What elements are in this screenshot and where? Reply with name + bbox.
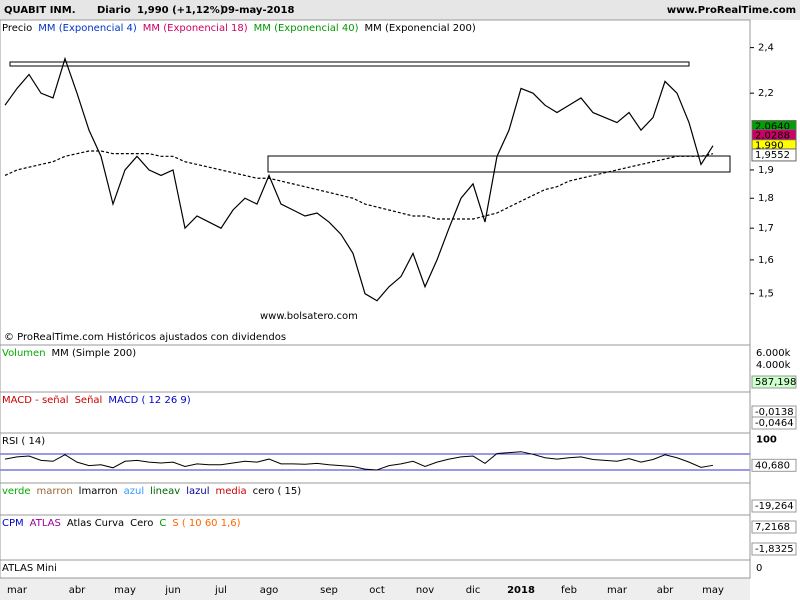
y-tick-label: 1,8 [758, 193, 774, 204]
legend-entry: marron [37, 486, 73, 497]
legend-entry: MM (Exponencial 40) [254, 23, 359, 34]
y-tick-label: 1,9 [758, 165, 774, 176]
value-tag: 587,198 [755, 377, 796, 388]
legend-entry: RSI ( 14) [2, 436, 45, 447]
watermark: www.bolsatero.com [260, 311, 358, 322]
rsi-line [4, 451, 714, 471]
price-line [4, 150, 714, 220]
x-tick-label: 2018 [507, 585, 535, 596]
value-tag-box [751, 458, 797, 472]
legend-entry: MM (Exponencial 18) [143, 23, 248, 34]
value-tag-box [751, 375, 797, 389]
indicator-panel [0, 559, 751, 579]
value-tag: -19,264 [755, 501, 794, 512]
y-tick-label: 2,2 [758, 88, 774, 99]
axis-label: 4.000k [756, 360, 791, 371]
legend-entry: azul [124, 486, 145, 497]
value-tag-box [751, 520, 797, 534]
x-tick-label: jul [214, 585, 227, 596]
x-tick-label: may [702, 585, 724, 596]
price-tag: 1,9552 [755, 150, 790, 161]
header-bar [0, 0, 800, 20]
legend-entry: MM (Exponencial 200) [365, 23, 476, 34]
x-tick-label: abr [657, 585, 674, 596]
legend-entry: C [159, 518, 166, 529]
legend-entry: ATLAS Mini [2, 563, 57, 574]
legend-entry: Atlas Curva [67, 518, 124, 529]
value-tag: -0,0464 [755, 418, 794, 429]
x-tick-label: abr [69, 585, 86, 596]
x-tick-label: mar [7, 585, 28, 596]
x-axis-bar [0, 578, 750, 600]
axis-label: 0 [756, 563, 762, 574]
x-tick-label: mar [607, 585, 628, 596]
legend-entry: Cero [130, 518, 153, 529]
site: www.ProRealTime.com [667, 5, 796, 16]
legend-entry: MACD ( 12 26 9) [108, 395, 190, 406]
legend-entry: CPM [2, 518, 24, 529]
value-tag-box [751, 499, 797, 513]
price-line [4, 56, 714, 302]
legend-entry: Señal [75, 395, 103, 406]
price-tag: 2,0640 [755, 122, 790, 133]
price-tag-box [751, 148, 797, 162]
legend-entry: Precio [2, 23, 32, 34]
symbol: QUABIT INM. [4, 5, 76, 16]
x-tick-label: sep [320, 585, 338, 596]
y-tick-label: 100 [756, 435, 777, 446]
legend-entry: ATLAS [30, 518, 61, 529]
price-tag: 2,0288 [755, 131, 790, 142]
legend-entry: MM (Exponencial 4) [38, 23, 137, 34]
legend-entry: lineav [150, 486, 180, 497]
x-tick-label: nov [416, 585, 434, 596]
legend-entry: Volumen [2, 348, 46, 359]
value-tag-box [751, 416, 797, 430]
legend-entry: S ( 10 60 1,6) [172, 518, 240, 529]
quote: 1,990 (+1,12%) [137, 5, 224, 16]
legend-entry: lmarron [79, 486, 118, 497]
y-tick-label: 1,5 [758, 289, 774, 300]
value-tag: 40,680 [755, 460, 790, 471]
price-panel [0, 19, 751, 346]
resistance-zone [9, 61, 690, 67]
legend-entry: verde [2, 486, 31, 497]
note: © ProRealTime.com Históricos ajustados c… [4, 331, 286, 343]
legend-entry: MACD - señal [2, 395, 69, 406]
support-zone [267, 155, 731, 173]
legend-entry: MM (Simple 200) [52, 348, 137, 359]
period: Diario [97, 5, 131, 16]
value-tag: -0,0138 [755, 407, 794, 418]
x-tick-label: feb [561, 585, 577, 596]
x-tick-label: ago [260, 585, 279, 596]
axis-label: 6.000k [756, 348, 791, 359]
value-tag: 7,2168 [755, 522, 790, 533]
y-tick-label: 1,6 [758, 255, 774, 266]
indicator-panel [0, 432, 751, 484]
legend-entry: lazul [186, 486, 209, 497]
x-tick-label: may [114, 585, 136, 596]
date: 09-may-2018 [221, 5, 294, 16]
legend-entry: cero ( 15) [253, 486, 302, 497]
price-tag: 1,990 [755, 141, 784, 152]
y-tick-label: 2,4 [758, 43, 774, 54]
x-tick-label: jun [164, 585, 180, 596]
legend-entry: media [215, 486, 246, 497]
value-tag: -1,8325 [755, 544, 794, 555]
x-tick-label: oct [369, 585, 385, 596]
y-tick-label: 1,7 [758, 223, 774, 234]
x-tick-label: dic [466, 585, 481, 596]
value-tag-box [751, 542, 797, 556]
